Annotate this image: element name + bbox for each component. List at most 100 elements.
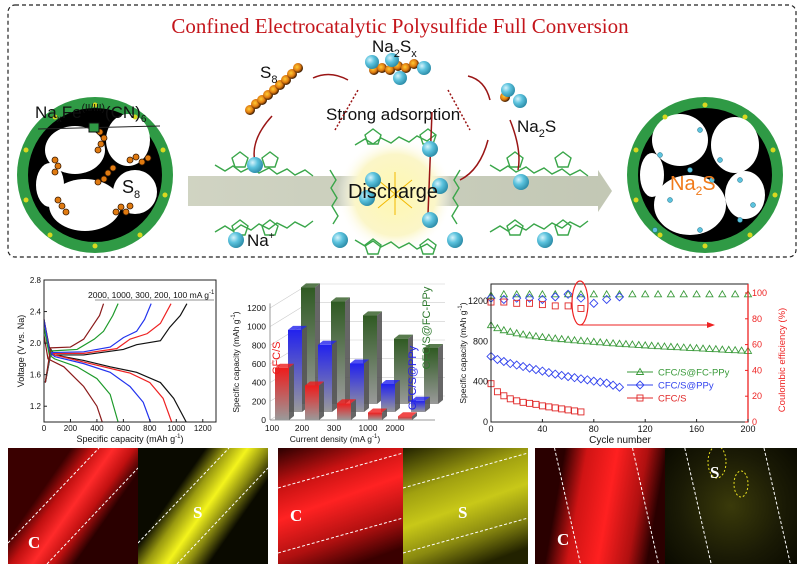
capacity-point: [550, 334, 560, 342]
x-tick-label: 0: [42, 424, 47, 433]
ce-point: [589, 298, 599, 308]
bar: [411, 400, 425, 412]
capacity-point: [557, 370, 567, 381]
capacity-point: [698, 344, 708, 352]
boundary-lines: [403, 452, 528, 554]
ce-point: [705, 289, 714, 298]
x-tick-label: 200: [740, 424, 755, 434]
legend-marker: [635, 367, 645, 375]
carbon-mapping-image: C: [8, 448, 138, 564]
capacity-point: [711, 344, 721, 353]
capacity-point: [628, 340, 637, 348]
ce-point: [653, 289, 663, 298]
capacity-point: [499, 325, 509, 334]
x-tick-label: 300: [327, 423, 341, 433]
x-tick-label: 40: [537, 424, 547, 434]
sulfur-mapping-image: S: [138, 448, 268, 564]
x-axis-label: Current density (mA g-1): [290, 434, 381, 444]
capacity-point: [505, 358, 515, 369]
capacity-point: [526, 399, 534, 407]
right-tick-label: 80: [752, 314, 762, 324]
ce-point: [679, 289, 689, 298]
ce-point: [551, 302, 559, 310]
dashed-boundary: [278, 517, 403, 554]
capacity-point: [615, 339, 624, 347]
capacity-point: [506, 395, 514, 403]
y-tick-label: 800: [473, 336, 488, 346]
discharge-curve-4: [43, 335, 103, 423]
capacity-point: [583, 336, 592, 345]
element-label: C: [557, 530, 570, 549]
capacity-point: [589, 337, 599, 345]
capacity-point: [557, 334, 566, 343]
capacity-point: [492, 354, 503, 365]
ce-point: [577, 305, 585, 312]
boundary-lines: [554, 448, 659, 564]
bar-top: [424, 344, 443, 348]
dashed-boundary: [632, 448, 659, 564]
bar-side: [382, 408, 387, 420]
discharge-curve-3: [43, 327, 119, 423]
x-tick-label: 2000: [386, 423, 405, 433]
sulfur-mapping-image: S: [403, 448, 528, 564]
capacity-point: [730, 345, 740, 354]
polysulfide-cluster: [365, 53, 431, 85]
rate-annotation: 2000, 1000, 300, 200, 100 mA g-1: [88, 290, 215, 300]
capacity-point: [582, 375, 593, 385]
bar-top: [411, 396, 430, 401]
bar-top: [350, 359, 369, 364]
charge-curve-4: [44, 303, 105, 383]
bar-top: [288, 325, 307, 330]
bar-side: [412, 412, 417, 420]
right-tick-label: 20: [752, 391, 762, 401]
sulfur-highlight-ellipse: [707, 448, 727, 479]
bar-side: [425, 396, 430, 412]
capacity-point: [570, 335, 579, 344]
capacity-point: [653, 341, 663, 350]
carbon-mapping-image: C: [535, 448, 665, 564]
na2s-label-mid: Na2S: [517, 117, 556, 140]
bar-top: [318, 340, 337, 345]
capacity-point: [589, 376, 599, 386]
discharge-label: Discharge: [348, 181, 438, 203]
sulfur-loaded-particle: [17, 97, 173, 253]
bar-side: [345, 297, 350, 404]
rate-capability-bar-chart: 0 200 400 600 800 1000 1200 100 200 300 1000 2000 C…: [231, 283, 445, 444]
bar-side: [408, 334, 413, 404]
sulfur-highlight-ellipse: [733, 470, 749, 498]
y-tick-label: 200: [252, 396, 266, 406]
series-label-cfc-s: CFC/S: [271, 342, 283, 375]
bar-side: [364, 359, 369, 412]
x-tick-label: 800: [143, 424, 157, 433]
bar-side: [319, 381, 324, 420]
capacity-point: [499, 356, 509, 367]
capacity-point: [666, 342, 676, 350]
element-label: S: [710, 463, 720, 482]
y-tick-label: 2.4: [30, 308, 42, 317]
ce-point: [614, 292, 625, 302]
s8-label-left: S8: [122, 177, 140, 201]
capacity-point: [544, 333, 554, 341]
y-axis-label: Specific capacity (mAh g-1): [231, 311, 241, 412]
capacity-point: [531, 364, 541, 375]
y-tick-label: 400: [252, 378, 266, 388]
capacity-point: [558, 405, 566, 413]
capacity-point: [513, 397, 521, 405]
bar-top: [398, 412, 417, 417]
ce-point: [730, 289, 740, 298]
bar-top: [275, 363, 294, 368]
capacity-point: [634, 340, 644, 348]
ce-point: [666, 289, 676, 298]
capacity-point: [571, 407, 578, 415]
capacity-point: [660, 342, 669, 350]
y-tick-label: 2.8: [30, 276, 42, 285]
discharge-curve-1: [43, 319, 173, 423]
capacity-point: [532, 400, 540, 408]
sulfur-mapping-image: S: [665, 448, 797, 564]
right-tick-label: 100: [752, 288, 767, 298]
boundary-lines: [684, 448, 791, 564]
ce-point: [537, 294, 548, 305]
capacity-point: [563, 371, 573, 382]
capacity-point: [673, 342, 682, 351]
